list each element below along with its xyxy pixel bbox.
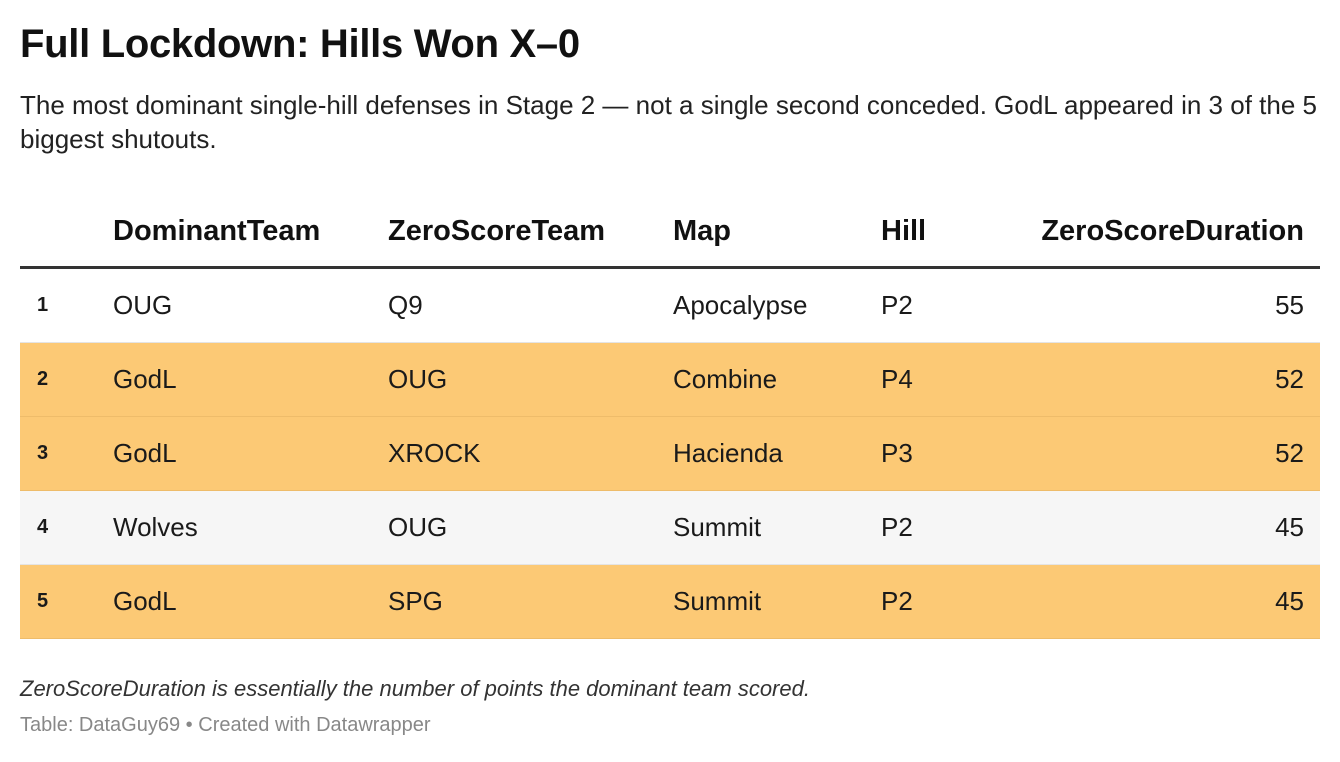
- source-credit: Table: DataGuy69: [20, 714, 181, 736]
- zero-score-duration-cell: 52: [1031, 342, 1320, 417]
- map-cell: Summit: [673, 564, 881, 639]
- hill-cell: P4: [881, 342, 1031, 417]
- chart-title: Full Lockdown: Hills Won X–0: [20, 22, 580, 66]
- dominant-team-cell: GodL: [113, 564, 388, 639]
- column-header-zero-score-duration: ZeroScoreDuration: [1031, 196, 1320, 269]
- zero-score-duration-cell: 55: [1031, 267, 1320, 343]
- table-footer: Table: DataGuy69 • Created with Datawrap…: [20, 714, 431, 737]
- chart-subtitle: The most dominant single-hill defenses i…: [20, 90, 1317, 154]
- column-header-hill: Hill: [881, 196, 1031, 269]
- table-row: 1 OUG Q9 Apocalypse P2 55: [20, 267, 1320, 343]
- footer-separator: •: [185, 714, 193, 736]
- table-row: 2 GodL OUG Combine P4 52: [20, 342, 1320, 417]
- dominant-team-cell: Wolves: [113, 490, 388, 565]
- zero-score-team-cell: XROCK: [388, 416, 673, 491]
- column-header-zero-score-team: ZeroScoreTeam: [388, 196, 673, 269]
- hill-cell: P2: [881, 490, 1031, 565]
- table-row: 4 Wolves OUG Summit P2 45: [20, 490, 1320, 565]
- map-cell: Apocalypse: [673, 267, 881, 343]
- hill-cell: P3: [881, 416, 1031, 491]
- tool-credit: Created with Datawrapper: [198, 714, 431, 736]
- table-row: 5 GodL SPG Summit P2 45: [20, 564, 1320, 639]
- column-header-dominant-team: DominantTeam: [113, 196, 388, 269]
- zero-score-team-cell: OUG: [388, 342, 673, 417]
- column-header-map: Map: [673, 196, 881, 269]
- dominant-team-cell: OUG: [113, 267, 388, 343]
- zero-score-team-cell: SPG: [388, 564, 673, 639]
- table-body: 1 OUG Q9 Apocalypse P2 55 2 GodL OUG Combine P4 52 3…: [20, 267, 1320, 639]
- column-header-rank: [20, 196, 113, 269]
- dominant-team-cell: GodL: [113, 342, 388, 417]
- hill-cell: P2: [881, 564, 1031, 639]
- dominant-team-cell: GodL: [113, 416, 388, 491]
- rank-cell: 3: [20, 416, 113, 491]
- data-table: DominantTeam ZeroScoreTeam Map Hill Zero…: [20, 196, 1320, 639]
- map-cell: Combine: [673, 342, 881, 417]
- map-cell: Hacienda: [673, 416, 881, 491]
- table-row: 3 GodL XROCK Hacienda P3 52: [20, 416, 1320, 491]
- zero-score-duration-cell: 45: [1031, 564, 1320, 639]
- zero-score-team-cell: OUG: [388, 490, 673, 565]
- rank-cell: 4: [20, 490, 113, 565]
- zero-score-duration-cell: 52: [1031, 416, 1320, 491]
- table-note: ZeroScoreDuration is essentially the num…: [20, 676, 810, 701]
- table-header-row: DominantTeam ZeroScoreTeam Map Hill Zero…: [20, 196, 1320, 269]
- map-cell: Summit: [673, 490, 881, 565]
- rank-cell: 2: [20, 342, 113, 417]
- hill-cell: P2: [881, 267, 1031, 343]
- rank-cell: 1: [20, 267, 113, 343]
- rank-cell: 5: [20, 564, 113, 639]
- zero-score-duration-cell: 45: [1031, 490, 1320, 565]
- zero-score-team-cell: Q9: [388, 267, 673, 343]
